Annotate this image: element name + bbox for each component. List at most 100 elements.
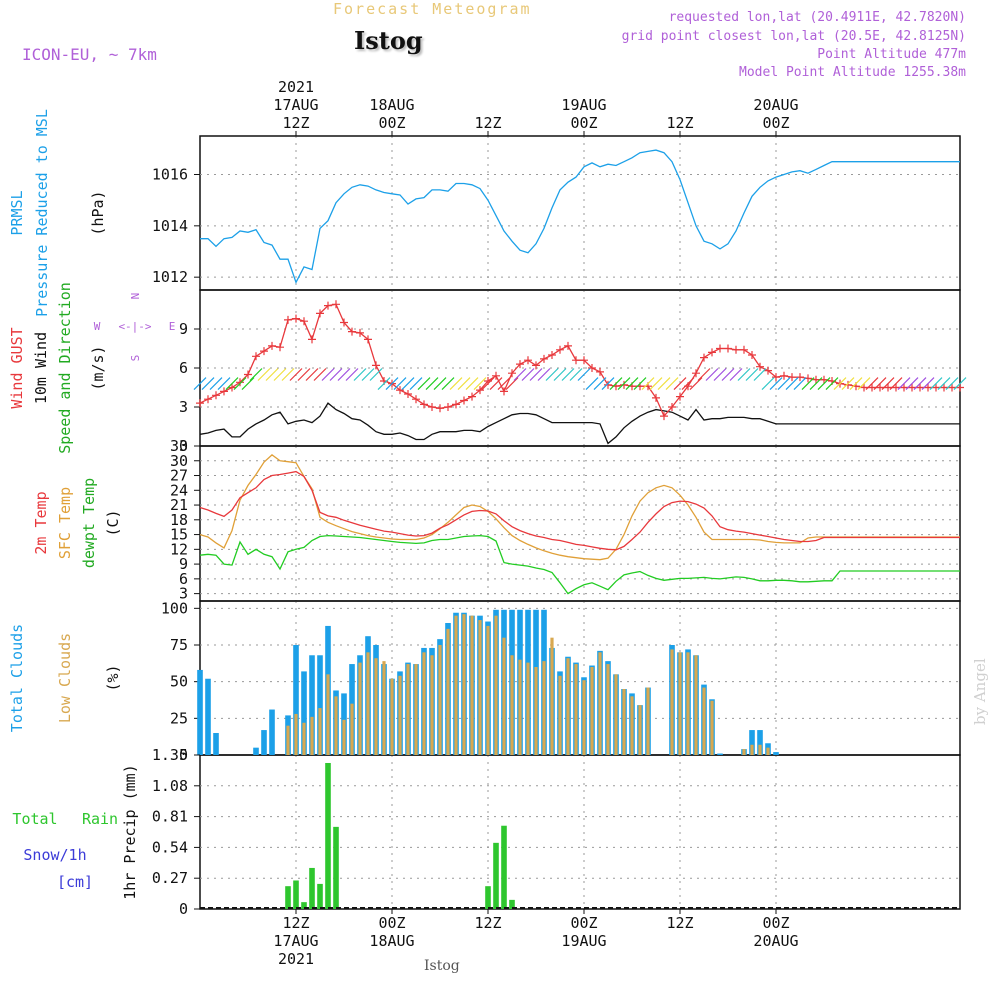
gust-marker	[780, 371, 788, 380]
wind-direction-arrow	[369, 368, 383, 381]
bottom-time-label: 00Z	[378, 914, 405, 932]
wind-direction-arrow	[489, 377, 503, 391]
gust-marker	[420, 400, 428, 409]
wind-direction-arrow	[689, 377, 703, 391]
low-cloud-bar	[694, 655, 698, 755]
wind-direction-arrow	[537, 368, 551, 381]
gust-marker	[412, 395, 420, 404]
wind-direction-arrow	[665, 377, 679, 391]
low-cloud-bar	[406, 664, 410, 755]
compass-s: S	[129, 355, 142, 362]
compass-arrows: <-|->	[118, 320, 151, 333]
low-cloud-bar	[462, 614, 466, 755]
top-time-label: 18AUG	[369, 96, 414, 114]
wind-direction-arrow	[825, 377, 839, 391]
wind-direction-arrow	[937, 377, 951, 391]
rain-bar	[301, 902, 307, 909]
wind-10m-title: 10m Wind	[32, 332, 50, 404]
low-cloud-bar	[606, 664, 610, 755]
gust-marker	[244, 370, 252, 379]
gust-marker	[516, 360, 524, 369]
bottom-time-label: 18AUG	[369, 932, 414, 950]
wind-direction-arrow	[297, 368, 311, 381]
wind-direction-arrow	[577, 368, 591, 381]
gust-marker	[860, 383, 868, 392]
gust-marker	[708, 348, 716, 357]
wind-direction-arrow	[777, 377, 791, 391]
total-cloud-bar	[757, 730, 763, 755]
y-tick-label: 0.27	[152, 869, 188, 887]
total-cloud-bar	[205, 678, 211, 755]
wind-direction-arrow	[929, 377, 943, 391]
y-tick-label: 0	[179, 746, 188, 764]
wind-direction-arrow	[233, 377, 247, 391]
gust-marker	[292, 314, 300, 323]
low-cloud-bar	[766, 747, 770, 755]
y-tick-label: 30	[170, 452, 188, 470]
low-cloud-bar	[590, 667, 594, 755]
wind-direction-arrow	[801, 377, 815, 391]
wind-direction-arrow	[865, 377, 879, 391]
panel-frame	[199, 445, 961, 602]
temp-2m-line	[199, 470, 960, 551]
wind-direction-arrow	[953, 377, 967, 391]
gust-marker	[556, 345, 564, 354]
wind-direction-arrow	[545, 368, 559, 381]
wind-direction-title: Speed and Direction	[56, 282, 74, 454]
low-cloud-bar	[598, 652, 602, 755]
gust-marker	[732, 345, 740, 354]
gust-marker	[460, 396, 468, 405]
y-tick-label: 27	[170, 467, 188, 485]
wind-direction-arrow	[569, 368, 583, 381]
total-cloud-bar	[749, 730, 755, 755]
wind-direction-arrow	[193, 377, 207, 391]
total-clouds-title: Total Clouds	[8, 624, 26, 732]
wind-direction-arrow	[289, 368, 303, 381]
gust-marker	[652, 393, 660, 402]
wind-direction-arrow	[457, 377, 471, 391]
clouds-unit: (%)	[104, 664, 122, 691]
wind-direction-arrow	[809, 377, 823, 391]
bottom-time-label: 00Z	[762, 914, 789, 932]
wind-direction-arrow	[889, 377, 903, 391]
top-time-label: 00Z	[762, 114, 789, 132]
total-cloud-bar	[309, 655, 315, 755]
y-tick-label: 18	[170, 511, 188, 529]
low-cloud-bar	[614, 674, 618, 755]
gust-marker	[236, 378, 244, 387]
top-time-label: 17AUG	[273, 96, 318, 114]
low-cloud-bar	[470, 615, 474, 755]
low-cloud-bar	[670, 649, 674, 755]
low-cloud-bar	[486, 625, 490, 755]
gust-marker	[668, 403, 676, 411]
top-time-label: 12Z	[666, 114, 693, 132]
gust-marker	[324, 301, 332, 310]
low-cloud-bar	[358, 662, 362, 755]
requested-location: requested lon,lat (20.4911E, 42.7820N)	[668, 10, 966, 25]
low-cloud-bar	[702, 687, 706, 755]
wind-direction-arrow	[521, 368, 535, 381]
total-cloud-bar	[213, 733, 219, 755]
low-cloud-bar	[374, 658, 378, 755]
wind-direction-arrow	[249, 368, 263, 381]
rain-bar	[509, 899, 515, 909]
low-cloud-bar	[454, 615, 458, 755]
wind-direction-arrow	[529, 368, 543, 381]
wind-direction-arrow	[833, 377, 847, 391]
low-cloud-bar	[518, 659, 522, 755]
footer-station: Istog	[424, 958, 460, 974]
gust-marker	[316, 309, 324, 318]
wind-direction-arrow	[321, 368, 335, 381]
rain-bar	[485, 886, 491, 909]
y-tick-label: 12	[170, 540, 188, 558]
wind-direction-arrow	[481, 377, 495, 391]
gust-marker	[692, 369, 700, 378]
wind-direction-arrow	[465, 377, 479, 391]
gust-marker	[956, 383, 964, 392]
low-cloud-bar	[382, 661, 386, 755]
low-cloud-bar	[566, 658, 570, 755]
gust-marker	[772, 373, 780, 382]
wind-direction-arrow	[585, 377, 599, 391]
compass-w: W	[94, 320, 101, 333]
gust-marker	[916, 383, 924, 392]
